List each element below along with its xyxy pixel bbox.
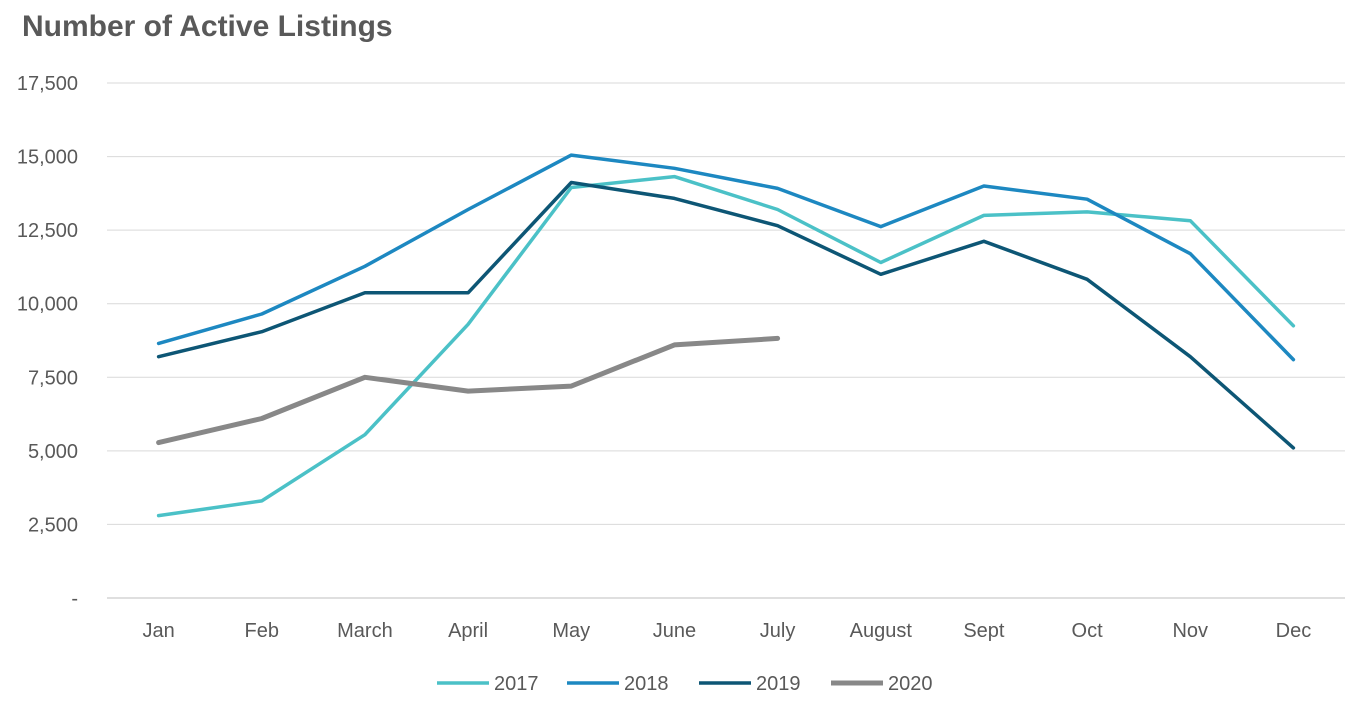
y-tick-label: -	[71, 588, 78, 610]
x-tick-label: Sept	[963, 620, 1005, 642]
y-tick-label: 2,500	[28, 514, 78, 536]
x-tick-label: April	[448, 620, 488, 642]
gridlines	[107, 82, 1345, 599]
x-tick-label: Jan	[142, 620, 174, 642]
y-tick-label: 17,500	[17, 73, 78, 95]
x-tick-label: June	[653, 620, 696, 642]
y-tick-label: 15,000	[17, 147, 78, 169]
x-tick-label: July	[760, 620, 796, 642]
y-tick-label: 5,000	[28, 441, 78, 463]
series-line-2019	[156, 180, 1296, 450]
legend: 2017 2018 2019 2020	[437, 673, 933, 695]
series-lines	[156, 153, 1296, 518]
y-axis-ticks: - 2,500 5,000 7,500 10,000 12,500 15,000 17,500	[17, 73, 78, 610]
series-line-2017	[156, 174, 1296, 518]
x-tick-label: August	[850, 620, 913, 642]
legend-label-2020: 2020	[888, 673, 933, 695]
x-tick-label: May	[552, 620, 590, 642]
chart-title: Number of Active Listings	[22, 10, 393, 43]
x-tick-label: Nov	[1172, 620, 1208, 642]
x-axis-ticks: Jan Feb March April May June July August Sept Oct…	[142, 620, 1311, 642]
y-tick-label: 12,500	[17, 220, 78, 242]
legend-label-2018: 2018	[624, 673, 669, 695]
series-line-2020	[156, 335, 781, 446]
x-tick-label: Oct	[1072, 620, 1104, 642]
x-tick-label: Dec	[1276, 620, 1312, 642]
legend-label-2019: 2019	[756, 673, 801, 695]
y-tick-label: 10,000	[17, 294, 78, 316]
legend-label-2017: 2017	[494, 673, 539, 695]
y-tick-label: 7,500	[28, 367, 78, 389]
series-line-2018	[156, 153, 1296, 362]
x-tick-label: March	[337, 620, 393, 642]
x-tick-label: Feb	[245, 620, 279, 642]
